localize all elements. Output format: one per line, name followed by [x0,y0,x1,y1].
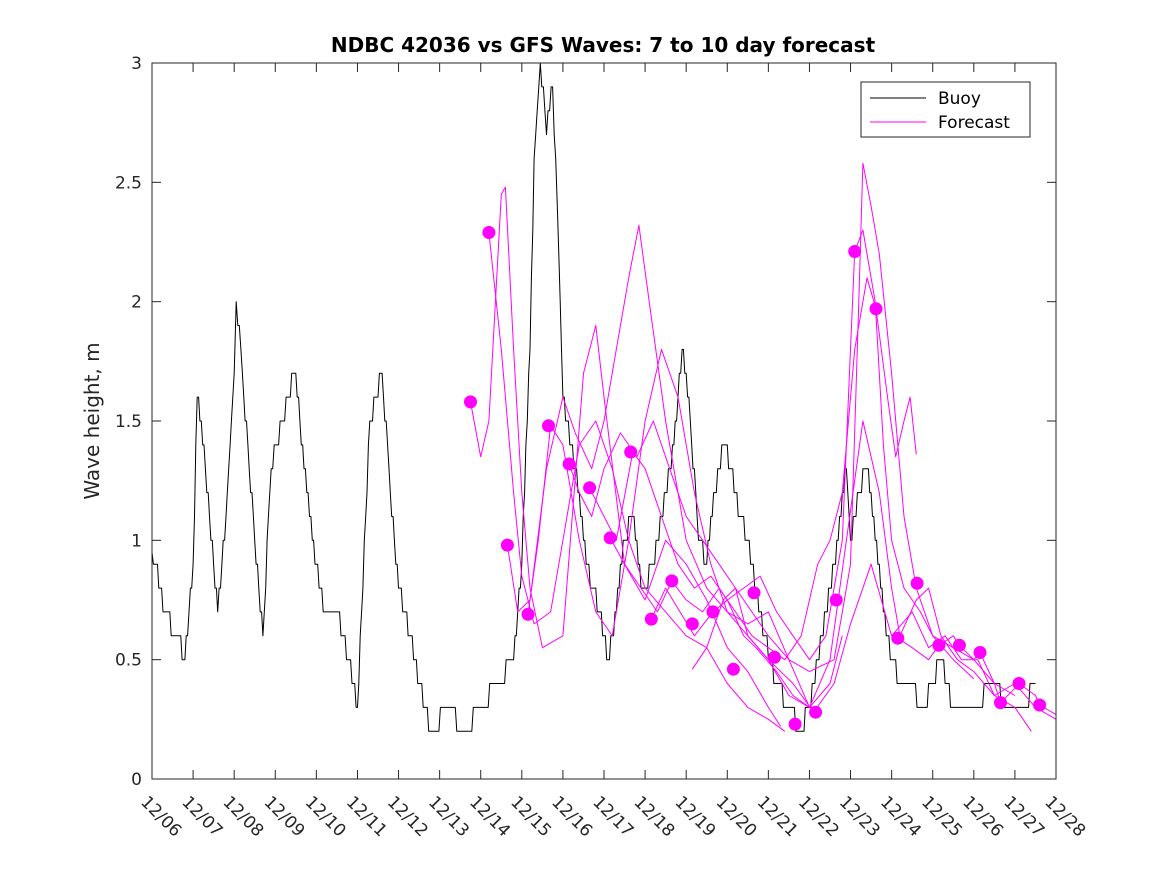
forecast-marker [973,646,987,659]
forecast-marker [994,696,1007,710]
forecast-marker [521,607,535,621]
forecast-marker [665,574,679,588]
forecast-marker [464,395,477,409]
forecast-marker [910,576,924,590]
forecast-marker [891,631,905,645]
chart-title: NDBC 42036 vs GFS Waves: 7 to 10 day for… [331,33,876,57]
forecast-marker [848,245,862,258]
forecast-marker [1012,677,1026,690]
y-tick-label: 2 [131,293,142,313]
forecast-marker [685,617,699,631]
forecast-series-line [691,563,1056,720]
forecast-series-line [506,224,810,708]
y-tick-label: 0 [131,770,142,790]
forecast-series-line [470,186,782,727]
forecast-series-line [568,162,975,680]
forecast-marker [706,605,720,619]
forecast-marker [500,538,514,552]
forecast-marker [624,445,638,459]
y-tick-label: 2.5 [115,173,142,193]
legend-box [860,81,1031,138]
forecast-marker [747,586,761,600]
forecast-marker [542,419,555,433]
forecast-marker [1033,698,1047,712]
y-axis-label: Wave height, m [80,342,104,499]
forecast-marker [788,717,802,731]
y-tick-label: 0.5 [115,651,142,671]
forecast-series-line [488,232,786,732]
y-tick-label: 1.5 [115,412,142,432]
forecast-marker [952,638,966,652]
forecast-series-line [589,229,1016,696]
forecast-marker [583,481,597,495]
forecast-marker [644,612,658,626]
forecast-marker [829,593,843,607]
forecast-marker [562,457,576,471]
forecast-marker [768,650,781,664]
y-tick-label: 1 [131,531,142,551]
forecast-marker [603,531,617,545]
legend: Buoy Forecast [860,81,1031,138]
legend-label-forecast: Forecast [938,113,1010,133]
forecast-marker [869,302,883,316]
buoy-series-line [152,63,1036,732]
legend-label-buoy: Buoy [938,89,981,109]
markers-group [464,226,1047,731]
forecast-marker [482,226,496,239]
y-tick-label: 3 [131,54,142,74]
forecast-marker [809,705,823,719]
plot-frame [151,62,1057,780]
forecast-marker [932,638,946,652]
forecast-marker [726,662,740,676]
